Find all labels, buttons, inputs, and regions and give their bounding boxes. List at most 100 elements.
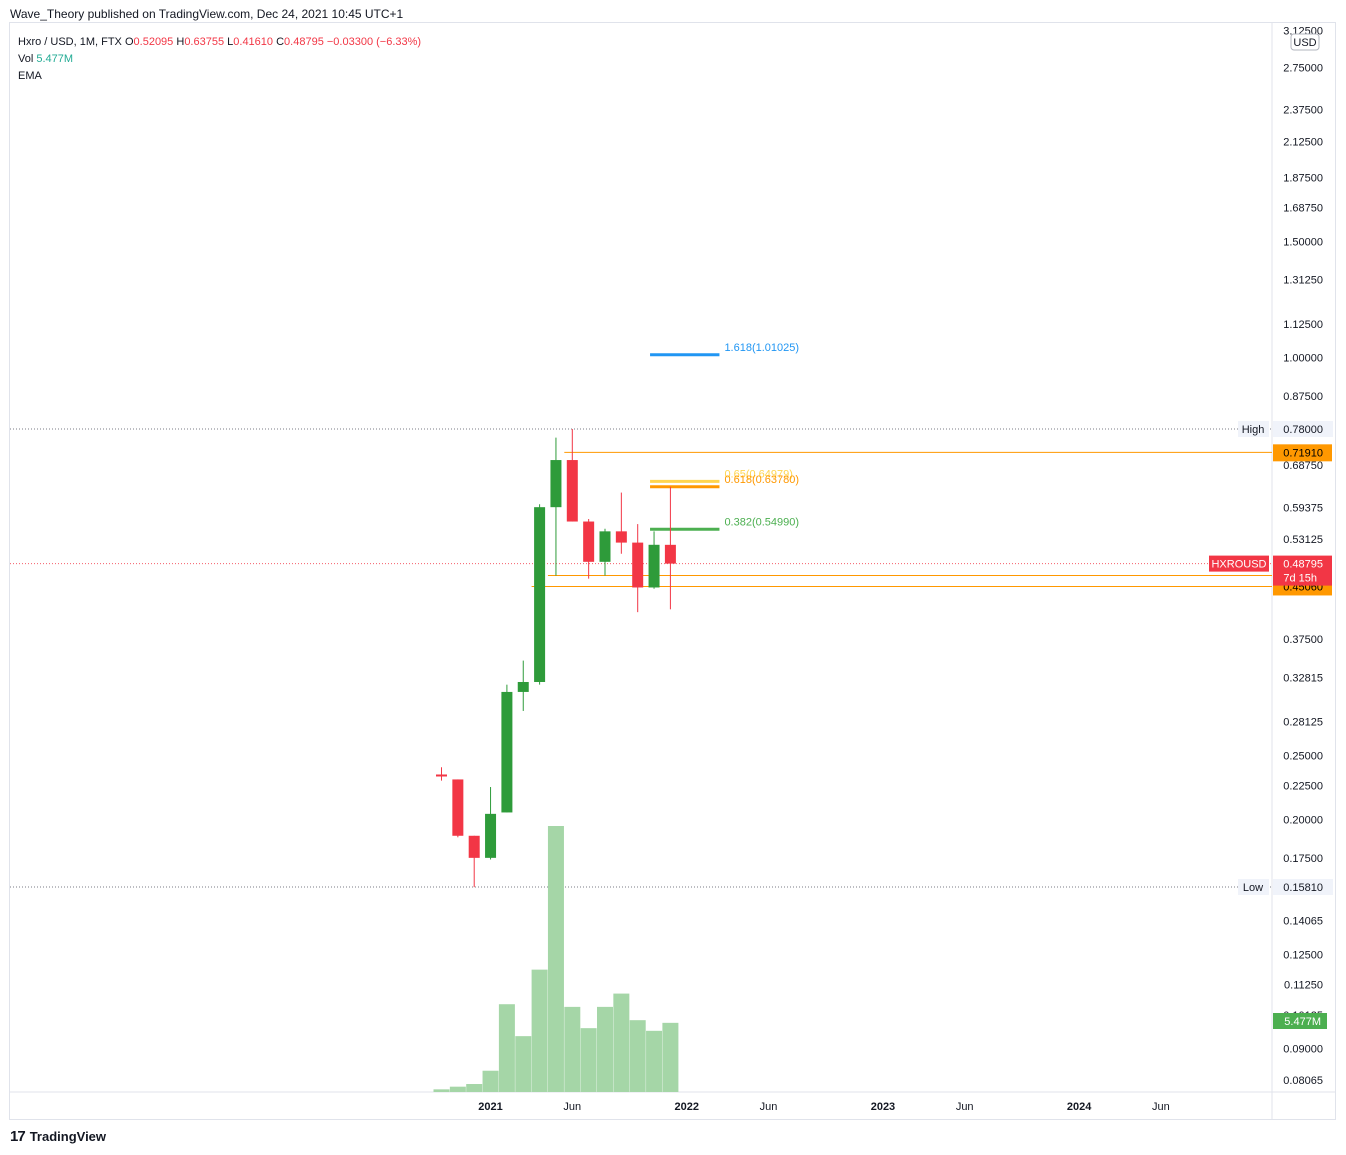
level-price-text: 0.71910 [1283, 447, 1323, 459]
legend-ema-label: EMA [18, 70, 42, 82]
publisher-line: Wave_Theory published on TradingView.com… [10, 7, 404, 21]
volume-bar [531, 969, 548, 1092]
legend-low-value: 0.41610 [233, 36, 274, 48]
price-tick-label: 0.87500 [1283, 391, 1323, 403]
volume-bar [662, 1022, 679, 1092]
legend-volume-label: Vol [18, 53, 34, 65]
price-tick-label: 0.32815 [1283, 672, 1323, 684]
time-tick-label: 2023 [871, 1101, 895, 1113]
candle-body-down [664, 544, 676, 564]
legend-close-label: C [276, 36, 285, 48]
price-tick-label: 0.09000 [1283, 1044, 1323, 1056]
candle-body-down [632, 542, 644, 588]
candle-body-up [534, 507, 546, 682]
candle-body-down [436, 774, 447, 777]
current-price-badge [1273, 555, 1332, 586]
price-tick-label: 1.31250 [1283, 275, 1323, 287]
time-tick-label: Jun [760, 1101, 778, 1113]
fib-level-label: 1.618(1.01025) [724, 342, 799, 354]
price-tick-label: 0.37500 [1283, 634, 1323, 646]
price-tick-label: 2.12500 [1283, 136, 1323, 148]
legend-ohlc-row: Hxro / USD, 1M, FTX O0.52095 H0.63755 L0… [18, 34, 421, 51]
volume-value-badge [1273, 1013, 1327, 1029]
price-tick-label: 0.08065 [1283, 1075, 1323, 1087]
volume-bar [482, 1070, 499, 1092]
legend-close-value: 0.48795 [284, 36, 324, 48]
fib-level-label: 0.382(0.54990) [724, 516, 799, 528]
fib-level-label: 0.618(0.63780) [724, 474, 799, 486]
price-tick-label: 1.68750 [1283, 203, 1323, 215]
current-price-text: 0.48795 [1283, 559, 1323, 571]
price-tick-label: 0.25000 [1283, 751, 1323, 763]
candle-body-down [583, 521, 595, 562]
footer-branding[interactable]: 17 TradingView [10, 1128, 106, 1145]
chart-legend: Hxro / USD, 1M, FTX O0.52095 H0.63755 L0… [18, 34, 421, 85]
price-tick-label: 1.87500 [1283, 172, 1323, 184]
time-tick-label: Jun [1152, 1101, 1170, 1113]
price-tick-label: 0.68750 [1283, 460, 1323, 472]
candle-body-down [615, 531, 627, 543]
time-tick-label: 2021 [478, 1101, 502, 1113]
candle-body-down [452, 779, 464, 836]
legend-open-label: O [124, 36, 134, 48]
high-marker-label: High [1242, 424, 1265, 436]
chart-frame [9, 22, 1336, 1120]
currency-badge-text: USD [1293, 37, 1316, 49]
price-tick-label: 0.22500 [1283, 781, 1323, 793]
volume-bar [613, 993, 630, 1092]
price-tick-label: 2.37500 [1283, 104, 1323, 116]
volume-bar [646, 1030, 663, 1092]
volume-bar [547, 826, 564, 1092]
high-value-badge [1273, 421, 1333, 437]
volume-value-text: 5.477M [1284, 1016, 1321, 1028]
price-tick-label: 0.17500 [1283, 853, 1323, 865]
bar-countdown-text: 7d 15h [1283, 573, 1317, 585]
volume-bar [580, 1028, 597, 1092]
price-tick-label: 0.14065 [1283, 916, 1323, 928]
level-price-badge [1273, 444, 1332, 462]
volume-bar [597, 1006, 613, 1092]
tradingview-logo-icon: 17 [10, 1128, 26, 1145]
volume-bar [498, 1004, 515, 1092]
legend-volume-value: 5.477M [36, 53, 74, 65]
volume-bar [466, 1084, 483, 1092]
ticker-tag [1209, 555, 1269, 572]
volume-bar [449, 1086, 466, 1092]
candle-body-up [550, 460, 562, 508]
candle-body-down [468, 835, 480, 858]
candle-body-down [566, 460, 578, 522]
price-tick-label: 1.12500 [1283, 319, 1323, 331]
price-tick-label: 2.75000 [1283, 62, 1323, 74]
price-tick-label: 0.53125 [1283, 534, 1323, 546]
legend-high-label: H [176, 36, 185, 48]
price-tick-label: 0.28125 [1283, 717, 1323, 729]
candle-body-up [648, 544, 660, 588]
legend-low-label: L [227, 36, 234, 48]
time-tick-label: 2022 [675, 1101, 699, 1113]
price-tick-label: 0.20000 [1283, 815, 1323, 827]
time-tick-label: Jun [563, 1101, 581, 1113]
ticker-tag-text: HXROUSD [1211, 559, 1266, 571]
candle-body-up [485, 813, 497, 858]
legend-ema-row[interactable]: EMA [18, 68, 421, 85]
volume-bar [629, 1020, 646, 1092]
footer-brand-text: TradingView [29, 1129, 107, 1144]
volume-bar [515, 1036, 532, 1092]
time-tick-label: Jun [956, 1101, 974, 1113]
low-marker-tag [1238, 879, 1269, 895]
price-tick-label: 0.12500 [1283, 949, 1323, 961]
high-value-text: 0.78000 [1283, 424, 1323, 436]
candle-body-up [599, 531, 611, 562]
low-marker-label: Low [1243, 882, 1263, 894]
volume-bar [564, 1006, 581, 1092]
currency-badge [1290, 33, 1320, 51]
candle-body-up [501, 691, 513, 813]
price-tick-label: 0.11250 [1284, 980, 1323, 992]
low-value-text: 0.15810 [1283, 882, 1323, 894]
legend-volume-row[interactable]: Vol 5.477M [18, 51, 421, 68]
volume-bar [433, 1089, 450, 1092]
legend-high-value: 0.63755 [184, 36, 225, 48]
price-tick-label: 1.00000 [1283, 353, 1323, 365]
time-tick-label: 2024 [1067, 1101, 1092, 1113]
